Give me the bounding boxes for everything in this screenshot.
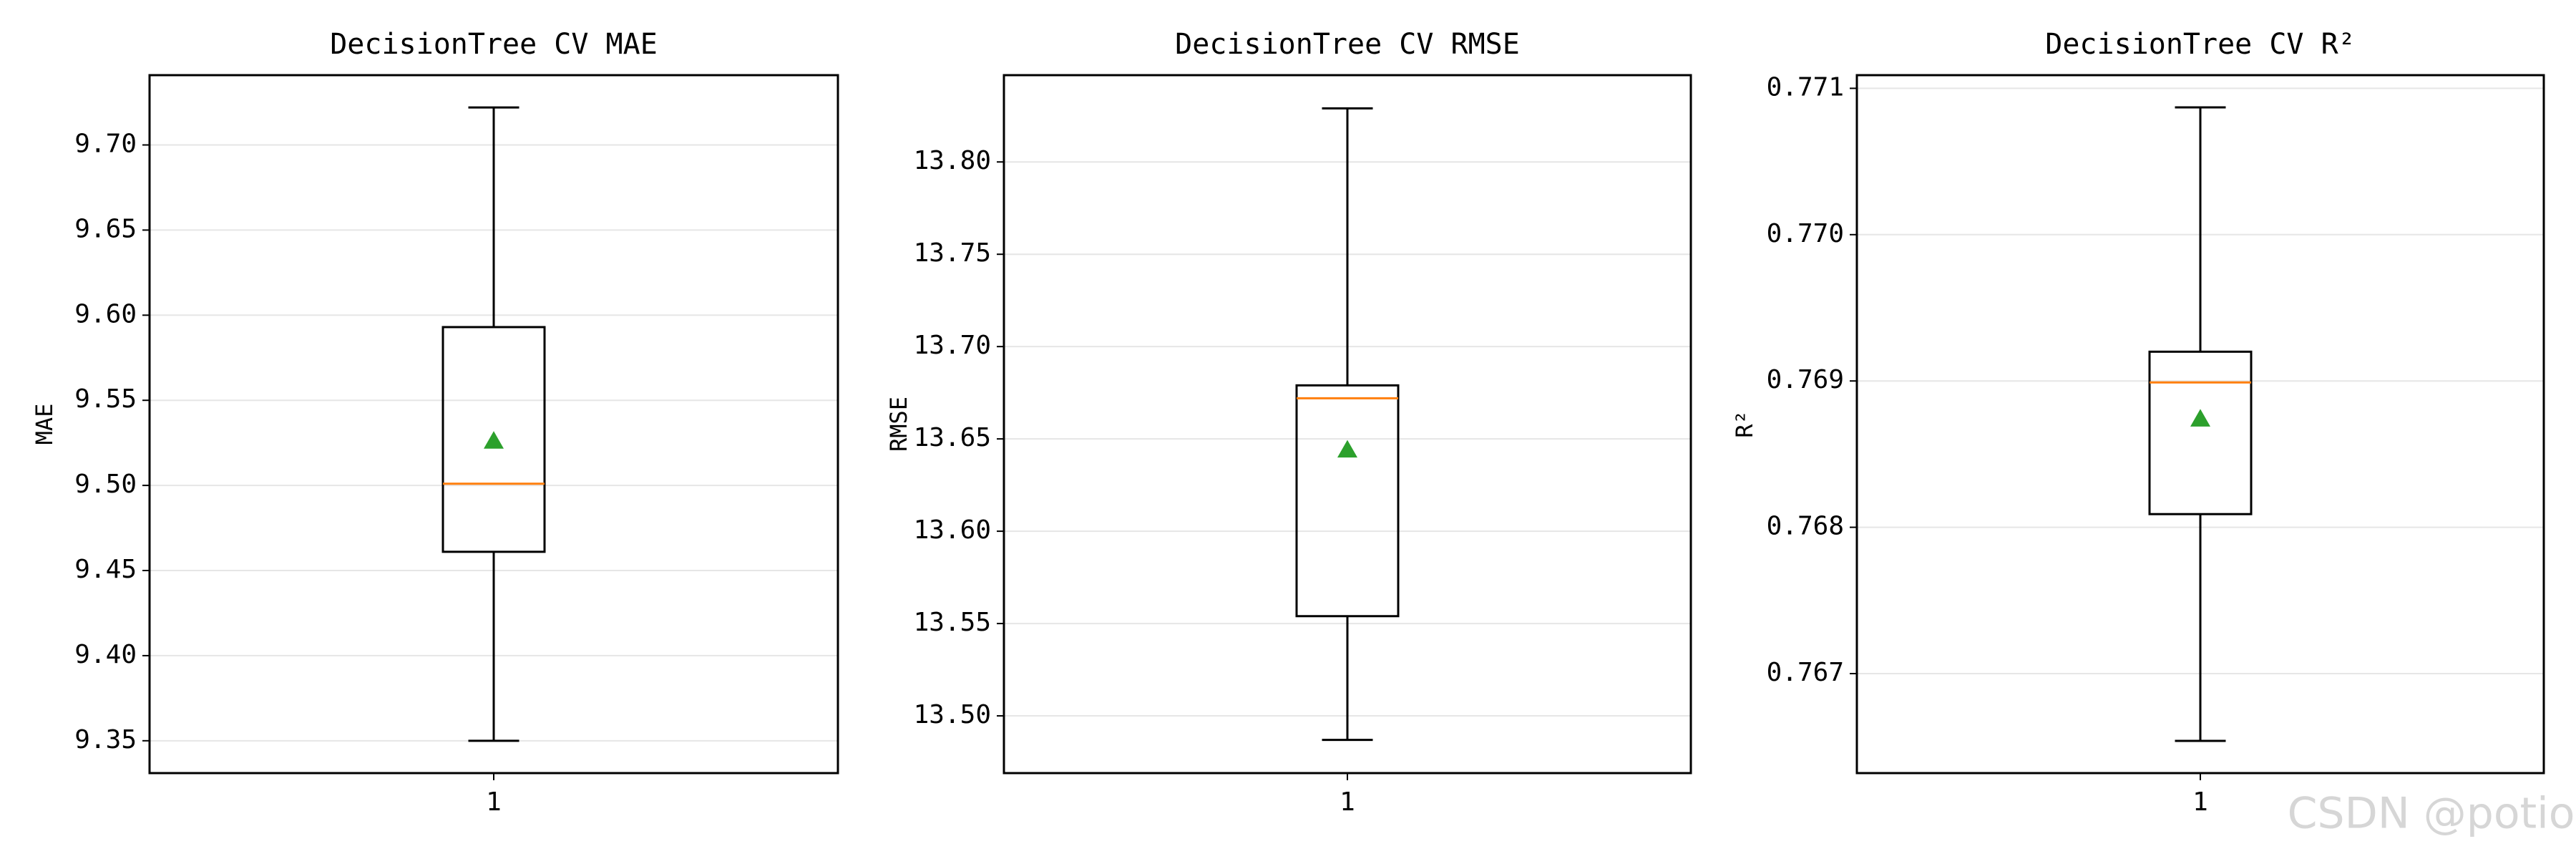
y-tick-label: 13.65 — [914, 423, 991, 452]
chart-title: DecisionTree CV MAE — [330, 28, 658, 61]
y-tick-label: 13.50 — [914, 700, 991, 729]
y-tick-label: 13.55 — [914, 608, 991, 637]
y-tick-label: 9.50 — [74, 470, 137, 499]
y-axis-label: RMSE — [885, 397, 912, 452]
y-tick-label: 9.60 — [74, 299, 137, 329]
y-tick-label: 9.45 — [74, 555, 137, 584]
y-tick-label: 0.771 — [1767, 72, 1844, 102]
x-tick-label: 1 — [1340, 787, 1355, 817]
chart-title: DecisionTree CV R² — [2045, 28, 2355, 61]
y-tick-label: 9.55 — [74, 384, 137, 414]
y-tick-label: 13.60 — [914, 515, 991, 545]
y-axis-label: MAE — [31, 404, 58, 445]
mean-marker — [2190, 409, 2210, 427]
plot-frame — [148, 74, 839, 775]
watermark: CSDN @potion() — [2288, 789, 2576, 839]
y-tick-label: 0.770 — [1767, 219, 1844, 248]
y-axis-label: R² — [1731, 410, 1758, 438]
box — [2148, 350, 2253, 515]
plot-frame — [1002, 74, 1692, 775]
y-tick-label: 9.70 — [74, 130, 137, 159]
y-tick-label: 13.75 — [914, 238, 991, 268]
y-tick-label: 0.767 — [1767, 658, 1844, 687]
y-tick-label: 13.70 — [914, 331, 991, 360]
x-tick-label: 1 — [486, 787, 502, 817]
chart-title: DecisionTree CV RMSE — [1175, 28, 1520, 61]
y-tick-label: 9.65 — [74, 214, 137, 243]
y-tick-label: 9.35 — [74, 725, 137, 754]
y-tick-label: 0.768 — [1767, 512, 1844, 541]
y-tick-label: 0.769 — [1767, 365, 1844, 394]
mean-marker — [1337, 440, 1357, 458]
mean-marker — [484, 431, 504, 449]
box — [1295, 384, 1400, 618]
x-tick-label: 1 — [2192, 787, 2208, 817]
box — [441, 326, 546, 553]
y-tick-label: 9.40 — [74, 640, 137, 669]
plot-frame — [1855, 74, 2545, 775]
y-tick-label: 13.80 — [914, 146, 991, 175]
